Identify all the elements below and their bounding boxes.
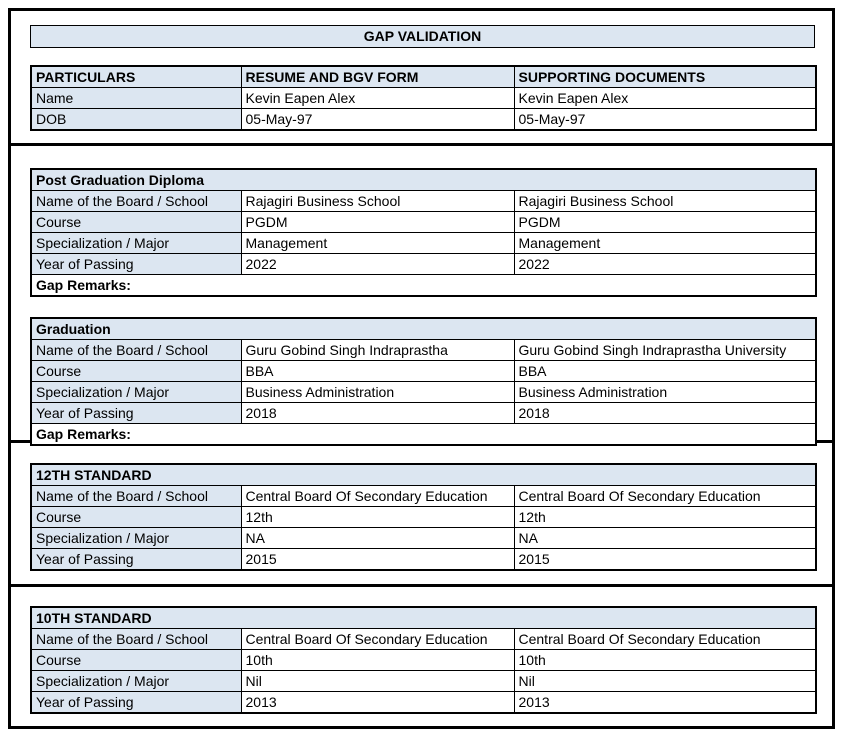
section-title-row: Post Graduation Diploma [30, 168, 817, 191]
table-row-year-of-passing: Year of Passing 2013 2013 [30, 691, 817, 714]
row-label: Name of the Board / School [30, 190, 242, 212]
row-label: Specialization / Major [30, 527, 242, 549]
supporting-value: 12th [513, 506, 817, 528]
supporting-value: Management [513, 232, 817, 254]
section-title-row: Graduation [30, 317, 817, 340]
particulars-table: PARTICULARS RESUME AND BGV FORM SUPPORTI… [30, 65, 817, 131]
supporting-value: 2013 [513, 691, 817, 714]
table-row-board-school: Name of the Board / School Guru Gobind S… [30, 339, 817, 361]
table-row-dob: DOB 05-May-97 05-May-97 [30, 108, 817, 131]
resume-value: 2013 [240, 691, 515, 714]
resume-value: Kevin Eapen Alex [240, 87, 515, 109]
row-label: Specialization / Major [30, 232, 242, 254]
table-row-specialization: Specialization / Major Management Manage… [30, 232, 817, 254]
resume-value: 2022 [240, 253, 515, 275]
section-title: Post Graduation Diploma [30, 168, 817, 191]
supporting-value: 05-May-97 [513, 108, 817, 131]
supporting-value: 2022 [513, 253, 817, 275]
resume-value: 12th [240, 506, 515, 528]
row-label: Course [30, 360, 242, 382]
supporting-value: NA [513, 527, 817, 549]
section-title-row: 10TH STANDARD [30, 606, 817, 629]
row-label: Name of the Board / School [30, 485, 242, 507]
section-title: Graduation [30, 317, 817, 340]
resume-value: 2018 [240, 402, 515, 424]
twelfth-standard-compartment: 12TH STANDARD Name of the Board / School… [11, 443, 832, 587]
row-label: Year of Passing [30, 548, 242, 571]
supporting-value: Business Administration [513, 381, 817, 403]
supporting-value: Nil [513, 670, 817, 692]
table-row-name: Name Kevin Eapen Alex Kevin Eapen Alex [30, 87, 817, 109]
column-header-resume-bgv-form: RESUME AND BGV FORM [240, 65, 515, 88]
resume-value: Business Administration [240, 381, 515, 403]
supporting-value: PGDM [513, 211, 817, 233]
supporting-value: Central Board Of Secondary Education [513, 628, 817, 650]
resume-value: PGDM [240, 211, 515, 233]
row-label: Name of the Board / School [30, 628, 242, 650]
table-row-course: Course BBA BBA [30, 360, 817, 382]
row-label: Name of the Board / School [30, 339, 242, 361]
supporting-value: Central Board Of Secondary Education [513, 485, 817, 507]
supporting-value: BBA [513, 360, 817, 382]
table-row-specialization: Specialization / Major Nil Nil [30, 670, 817, 692]
supporting-value: 2015 [513, 548, 817, 571]
resume-value: Guru Gobind Singh Indraprastha [240, 339, 515, 361]
gap-remarks-label: Gap Remarks: [30, 423, 817, 446]
resume-value: NA [240, 527, 515, 549]
column-header-supporting-documents: SUPPORTING DOCUMENTS [513, 65, 817, 88]
resume-value: 10th [240, 649, 515, 671]
supporting-value: Guru Gobind Singh Indraprastha Universit… [513, 339, 817, 361]
section-title: 10TH STANDARD [30, 606, 817, 629]
table-row-year-of-passing: Year of Passing 2022 2022 [30, 253, 817, 275]
resume-value: 2015 [240, 548, 515, 571]
gap-validation-sheet: GAP VALIDATION PARTICULARS RESUME AND BG… [8, 8, 835, 729]
section-table-12th-standard: 12TH STANDARD Name of the Board / School… [30, 463, 818, 571]
resume-value: Central Board Of Secondary Education [240, 485, 515, 507]
gap-remarks-row: Gap Remarks: [30, 274, 817, 297]
resume-value: Management [240, 232, 515, 254]
column-header-particulars: PARTICULARS [30, 65, 242, 88]
gap-remarks-label: Gap Remarks: [30, 274, 817, 297]
resume-value: BBA [240, 360, 515, 382]
section-title: 12TH STANDARD [30, 463, 817, 486]
resume-value: Nil [240, 670, 515, 692]
higher-education-compartment: Post Graduation Diploma Name of the Boar… [11, 146, 832, 446]
row-label: Specialization / Major [30, 670, 242, 692]
section-table-post-graduation-diploma: Post Graduation Diploma Name of the Boar… [30, 168, 818, 297]
table-row-course: Course 10th 10th [30, 649, 817, 671]
row-label: Year of Passing [30, 402, 242, 424]
gap-remarks-row: Gap Remarks: [30, 423, 817, 446]
resume-value: Central Board Of Secondary Education [240, 628, 515, 650]
resume-value: Rajagiri Business School [240, 190, 515, 212]
table-row-year-of-passing: Year of Passing 2015 2015 [30, 548, 817, 571]
header-compartment: GAP VALIDATION PARTICULARS RESUME AND BG… [11, 11, 832, 146]
row-label: Course [30, 211, 242, 233]
supporting-value: Rajagiri Business School [513, 190, 817, 212]
row-label: Specialization / Major [30, 381, 242, 403]
section-title-row: 12TH STANDARD [30, 463, 817, 486]
section-table-graduation: Graduation Name of the Board / School Gu… [30, 317, 818, 446]
supporting-value: 2018 [513, 402, 817, 424]
table-row-board-school: Name of the Board / School Rajagiri Busi… [30, 190, 817, 212]
table-row-year-of-passing: Year of Passing 2018 2018 [30, 402, 817, 424]
row-label: Name [30, 87, 242, 109]
supporting-value: 10th [513, 649, 817, 671]
table-row-specialization: Specialization / Major Business Administ… [30, 381, 817, 403]
tenth-standard-compartment: 10TH STANDARD Name of the Board / School… [11, 587, 832, 726]
row-label: Year of Passing [30, 253, 242, 275]
row-label: Year of Passing [30, 691, 242, 714]
section-table-10th-standard: 10TH STANDARD Name of the Board / School… [30, 606, 818, 714]
row-label: DOB [30, 108, 242, 131]
page-title: GAP VALIDATION [30, 25, 815, 48]
resume-value: 05-May-97 [240, 108, 515, 131]
table-row-specialization: Specialization / Major NA NA [30, 527, 817, 549]
row-label: Course [30, 649, 242, 671]
table-row-course: Course PGDM PGDM [30, 211, 817, 233]
table-row-board-school: Name of the Board / School Central Board… [30, 485, 817, 507]
table-row-course: Course 12th 12th [30, 506, 817, 528]
row-label: Course [30, 506, 242, 528]
table-row-board-school: Name of the Board / School Central Board… [30, 628, 817, 650]
particulars-header-row: PARTICULARS RESUME AND BGV FORM SUPPORTI… [30, 65, 817, 88]
supporting-value: Kevin Eapen Alex [513, 87, 817, 109]
